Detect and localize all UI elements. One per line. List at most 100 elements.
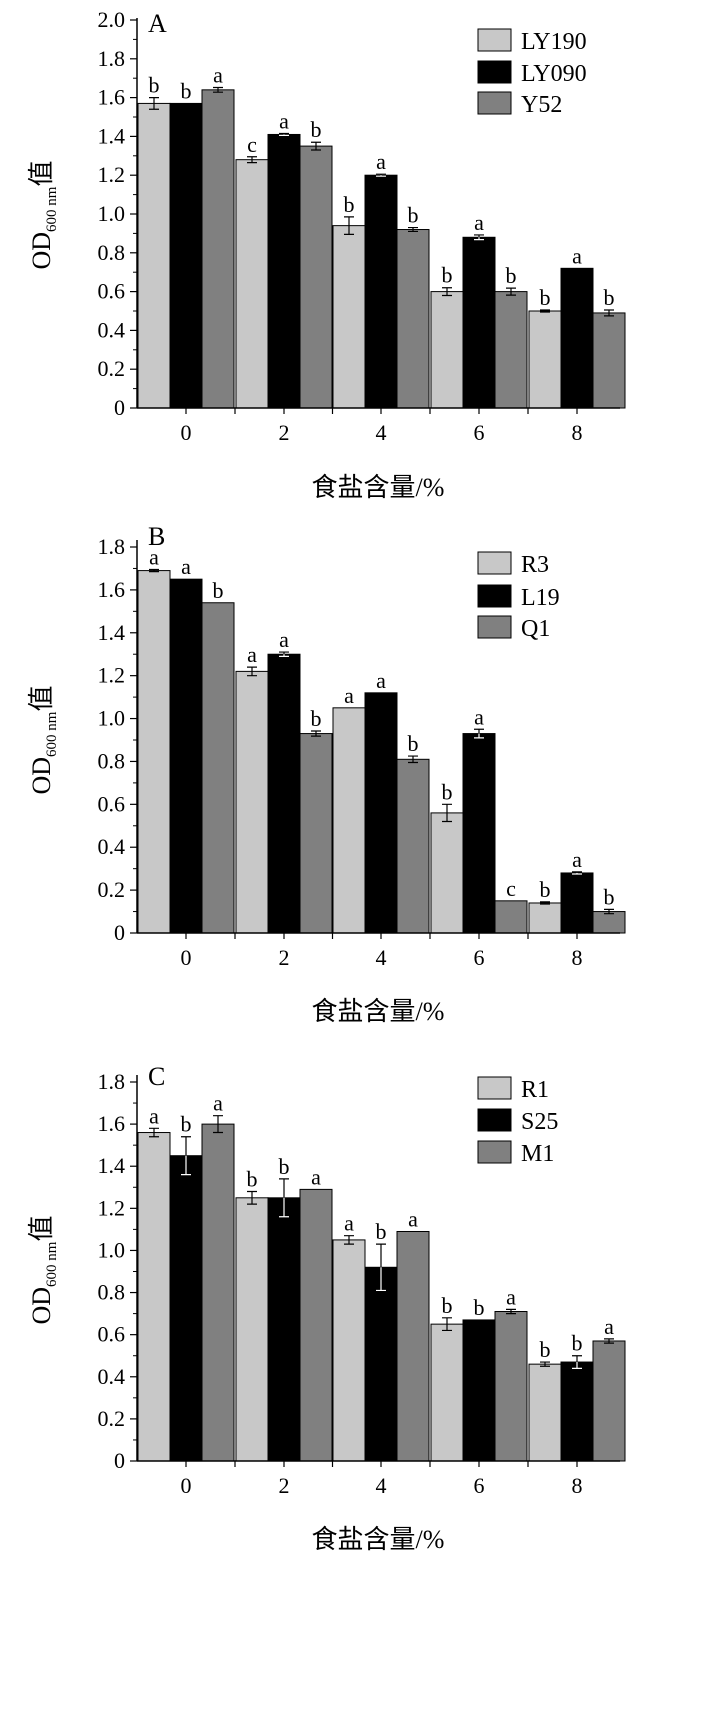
significance-letter: b: [344, 192, 355, 217]
bar-y52-6: [494, 291, 528, 409]
significance-letter: b: [408, 731, 419, 756]
significance-letter: a: [344, 1211, 354, 1236]
error-bar: [247, 156, 257, 164]
error-bar: [540, 309, 550, 313]
error-bar: [344, 1235, 354, 1245]
error-bar: [376, 173, 386, 176]
error-bar: [311, 141, 321, 151]
legend-label: L19: [521, 585, 560, 611]
y-tick-label: 0.2: [98, 1406, 126, 1431]
error-bar: [247, 666, 257, 677]
significance-letter: a: [279, 108, 289, 133]
error-bar: [474, 728, 484, 734]
error-bar: [442, 803, 452, 823]
significance-letter: b: [506, 263, 517, 288]
y-tick-label: 1.2: [98, 1195, 126, 1220]
error-bar: [247, 1190, 257, 1205]
bar-q1-0: [201, 602, 235, 934]
error-bar: [604, 908, 614, 915]
panel-c: ababbbbbbbaaaaa00.20.40.60.81.01.21.41.6…: [27, 1062, 626, 1554]
y-axis-label-tail: 值: [27, 1216, 56, 1242]
bar-s25-2: [267, 1197, 301, 1462]
error-bar: [474, 234, 484, 238]
bar-s25-4: [364, 1266, 398, 1462]
significance-letter: b: [311, 117, 322, 142]
x-tick-label: 0: [181, 1473, 192, 1498]
y-tick-label: 1.4: [98, 1153, 126, 1178]
legend-swatch-ly190: [477, 28, 512, 52]
bar-m1-2: [299, 1188, 333, 1462]
legend-label: Y52: [521, 92, 562, 118]
bar-s25-6: [462, 1319, 496, 1462]
significance-letter: a: [474, 704, 484, 729]
error-bar: [311, 730, 321, 737]
significance-letter: b: [376, 1219, 387, 1244]
y-tick-label: 0.6: [98, 791, 126, 816]
bar-ly190-4: [332, 225, 366, 409]
bar-r1-6: [430, 1323, 464, 1462]
bar-r3-6: [430, 812, 464, 934]
bar-ly190-0: [137, 102, 171, 409]
legend-swatch-ly090: [477, 60, 512, 84]
bar-r1-4: [332, 1239, 366, 1462]
y-tick-label: 0.8: [98, 1280, 126, 1305]
significance-letter: a: [604, 1314, 614, 1339]
y-tick-label: 1.4: [98, 123, 126, 148]
legend-label: S25: [521, 1109, 558, 1135]
y-tick-label: 1.6: [98, 85, 126, 110]
x-tick-label: 4: [376, 1473, 387, 1498]
y-axis-label-subscript: 600 nm: [44, 186, 60, 232]
x-tick-label: 6: [474, 945, 485, 970]
y-tick-label: 1.4: [98, 620, 126, 645]
bar-r3-0: [137, 570, 171, 934]
y-tick-label: 0: [114, 920, 125, 945]
y-tick-label: 1.6: [98, 1111, 126, 1136]
significance-letter: a: [474, 210, 484, 235]
bar-y52-2: [299, 145, 333, 409]
error-bar: [213, 1115, 223, 1134]
error-bar: [279, 651, 289, 655]
x-tick-label: 0: [181, 420, 192, 445]
legend-swatch-m1: [477, 1140, 512, 1164]
y-tick-label: 0.6: [98, 279, 126, 304]
significance-letter: a: [376, 149, 386, 174]
significance-letter: a: [247, 642, 257, 667]
significance-letter: b: [540, 285, 551, 310]
significance-letter: b: [408, 203, 419, 228]
x-axis-label: 食盐含量/%: [312, 997, 445, 1026]
y-axis-label-main: OD: [27, 232, 56, 270]
significance-letter: b: [604, 285, 615, 310]
bar-y52-0: [201, 89, 235, 409]
significance-letter: b: [247, 1166, 258, 1191]
significance-letter: a: [213, 63, 223, 88]
legend-swatch-r1: [477, 1076, 512, 1100]
y-tick-label: 0: [114, 1448, 125, 1473]
legend-swatch-y52: [477, 91, 512, 115]
significance-letter: b: [540, 1337, 551, 1362]
panel-a: bcbbbbaaaaabbbb00.20.40.60.81.01.21.41.6…: [27, 7, 626, 502]
x-tick-label: 2: [279, 945, 290, 970]
bar-ly190-2: [235, 159, 269, 409]
legend-label: Q1: [521, 616, 550, 642]
bar-m1-8: [592, 1340, 626, 1462]
bar-ly090-8: [560, 267, 594, 409]
y-axis-label-main: OD: [27, 1287, 56, 1325]
bar-ly190-6: [430, 291, 464, 409]
significance-letter: b: [279, 1154, 290, 1179]
bar-r1-2: [235, 1197, 269, 1462]
y-tick-label: 0.6: [98, 1322, 126, 1347]
bar-m1-0: [201, 1123, 235, 1462]
bar-q1-8: [592, 911, 626, 934]
error-bar: [376, 1243, 386, 1268]
bar-q1-4: [396, 758, 430, 934]
significance-letter: b: [442, 1293, 453, 1318]
y-tick-label: 0.4: [98, 317, 126, 342]
significance-letter: a: [376, 668, 386, 693]
significance-letter: b: [181, 1112, 192, 1137]
y-tick-label: 0.2: [98, 877, 126, 902]
panel-label: C: [148, 1062, 165, 1091]
x-axis-label: 食盐含量/%: [312, 473, 445, 502]
y-axis-label-main: OD: [27, 757, 56, 795]
error-bar: [442, 1317, 452, 1332]
